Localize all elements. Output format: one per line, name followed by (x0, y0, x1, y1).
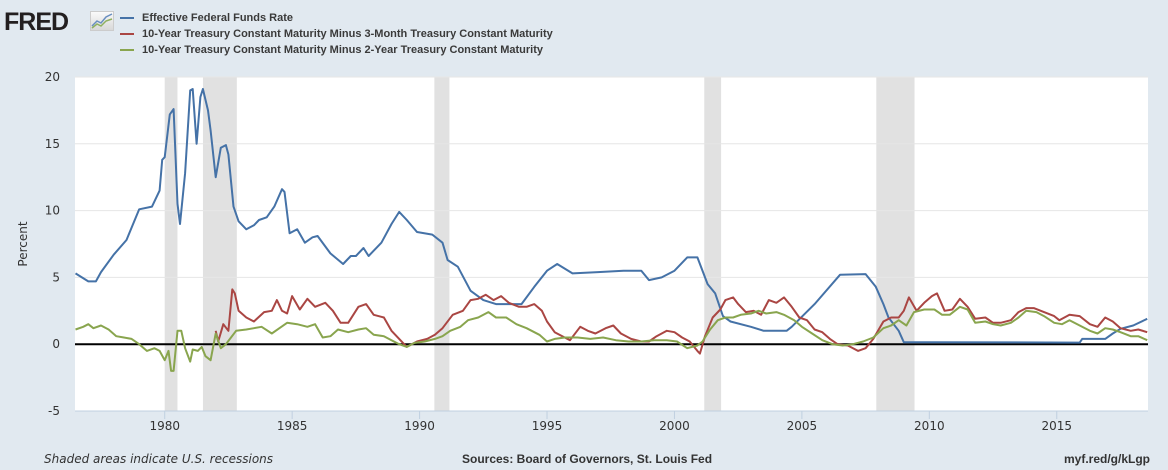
y-tick-label: 20 (45, 70, 60, 84)
plot-area (75, 77, 1148, 411)
recession-band (876, 77, 915, 411)
y-tick-label: 10 (45, 204, 60, 218)
series-line-0 (74, 88, 1148, 344)
legend-label-fed-funds: Effective Federal Funds Rate (142, 12, 293, 24)
x-tick-label: 2010 (914, 419, 945, 433)
y-tick-label: -5 (48, 404, 60, 418)
series-line-2 (75, 305, 1148, 372)
legend-swatch-fed-funds (120, 17, 134, 19)
y-tick-label: 15 (45, 137, 60, 151)
y-tick-label: 0 (52, 337, 60, 351)
legend-swatch-10y2y (120, 49, 134, 51)
chart-legend: Effective Federal Funds Rate 10-Year Tre… (104, 10, 553, 58)
series-line-1 (214, 288, 1148, 355)
legend-item-10y3m[interactable]: 10-Year Treasury Constant Maturity Minus… (120, 26, 553, 42)
legend-swatch-10y3m (120, 33, 134, 35)
recession-note: Shaded areas indicate U.S. recessions (44, 452, 274, 466)
sources-text: Sources: Board of Governors, St. Louis F… (462, 452, 713, 466)
y-tick-label: 5 (52, 270, 60, 284)
legend-item-fed-funds[interactable]: Effective Federal Funds Rate (120, 10, 553, 26)
x-tick-label: 1990 (404, 419, 435, 433)
legend-item-10y2y[interactable]: 10-Year Treasury Constant Maturity Minus… (120, 42, 553, 58)
x-tick-label: 1995 (532, 419, 563, 433)
recession-band (202, 77, 237, 411)
short-link[interactable]: myf.red/g/kLgp (1063, 452, 1150, 466)
recession-band (164, 77, 178, 411)
legend-label-10y2y: 10-Year Treasury Constant Maturity Minus… (142, 44, 544, 56)
x-tick-label: 1985 (277, 419, 308, 433)
legend-label-10y3m: 10-Year Treasury Constant Maturity Minus… (142, 28, 553, 40)
fred-logo[interactable]: FRED (4, 8, 69, 36)
y-axis-label: Percent (16, 221, 30, 266)
x-tick-label: 2015 (1041, 419, 1072, 433)
chart-line-icon (90, 11, 114, 31)
x-tick-label: 2000 (659, 419, 690, 433)
x-tick-label: 1980 (149, 419, 180, 433)
recession-band (704, 77, 722, 411)
x-tick-label: 2005 (787, 419, 818, 433)
